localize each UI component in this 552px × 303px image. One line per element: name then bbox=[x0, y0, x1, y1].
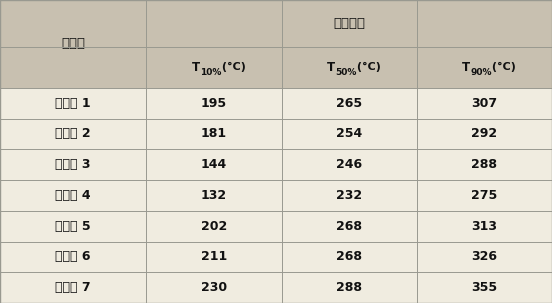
Text: 202: 202 bbox=[201, 220, 227, 233]
Bar bbox=[0, 118, 552, 149]
Text: (°C): (°C) bbox=[218, 62, 246, 72]
Text: 10%: 10% bbox=[200, 68, 221, 77]
Bar bbox=[0, 211, 552, 241]
Text: 厕化剂: 厕化剂 bbox=[61, 38, 85, 50]
Bar bbox=[146, 0, 552, 47]
Text: 实施例 2: 实施例 2 bbox=[55, 128, 91, 141]
Text: 268: 268 bbox=[336, 220, 362, 233]
Text: 132: 132 bbox=[201, 189, 227, 202]
Text: 307: 307 bbox=[471, 97, 497, 110]
Bar bbox=[0, 241, 552, 272]
Text: 275: 275 bbox=[471, 189, 497, 202]
Text: 实施例 6: 实施例 6 bbox=[55, 250, 91, 263]
Text: 246: 246 bbox=[336, 158, 362, 171]
Text: 288: 288 bbox=[336, 281, 362, 294]
Text: 326: 326 bbox=[471, 250, 497, 263]
Text: 254: 254 bbox=[336, 128, 362, 141]
Bar bbox=[0, 88, 552, 118]
Text: 288: 288 bbox=[471, 158, 497, 171]
Bar bbox=[0, 272, 552, 303]
Text: 转化温度: 转化温度 bbox=[333, 17, 365, 30]
Text: 292: 292 bbox=[471, 128, 497, 141]
Text: 195: 195 bbox=[201, 97, 227, 110]
Text: T: T bbox=[327, 61, 335, 74]
Text: 232: 232 bbox=[336, 189, 362, 202]
Text: 50%: 50% bbox=[335, 68, 356, 77]
Text: 313: 313 bbox=[471, 220, 497, 233]
Text: T: T bbox=[192, 61, 200, 74]
Text: 实施例 5: 实施例 5 bbox=[55, 220, 91, 233]
Text: 90%: 90% bbox=[470, 68, 491, 77]
Text: T: T bbox=[462, 61, 470, 74]
Text: 181: 181 bbox=[201, 128, 227, 141]
Bar bbox=[146, 47, 552, 88]
Bar bbox=[0, 149, 552, 180]
Text: (°C): (°C) bbox=[488, 62, 516, 72]
Text: 实施例 3: 实施例 3 bbox=[55, 158, 91, 171]
Text: 实施例 7: 实施例 7 bbox=[55, 281, 91, 294]
Text: 211: 211 bbox=[201, 250, 227, 263]
Text: 实施例 1: 实施例 1 bbox=[55, 97, 91, 110]
Text: 268: 268 bbox=[336, 250, 362, 263]
Text: 355: 355 bbox=[471, 281, 497, 294]
Bar bbox=[0, 180, 552, 211]
Text: 230: 230 bbox=[201, 281, 227, 294]
Text: 265: 265 bbox=[336, 97, 362, 110]
Text: 实施例 4: 实施例 4 bbox=[55, 189, 91, 202]
Text: (°C): (°C) bbox=[353, 62, 381, 72]
Bar bbox=[0, 0, 146, 88]
Text: 144: 144 bbox=[201, 158, 227, 171]
